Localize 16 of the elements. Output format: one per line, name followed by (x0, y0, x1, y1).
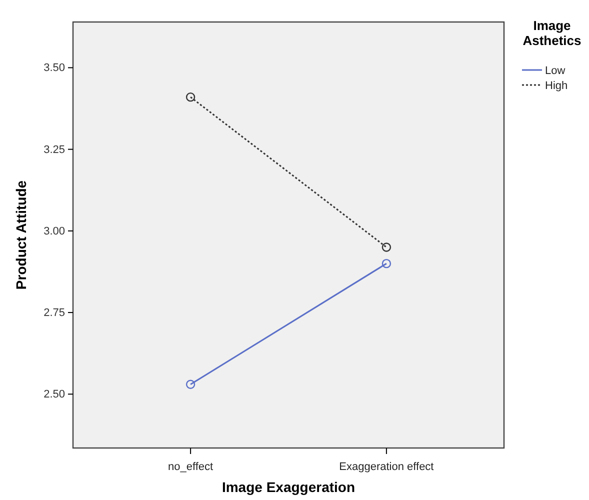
point (186, 92, 196, 102)
y-tick-label: 2.75 (44, 307, 65, 320)
y-tick-label: 3.00 (44, 225, 65, 238)
x-tick-label: Exaggeration effect (339, 461, 434, 474)
legend-title: Image Asthetics (522, 18, 582, 48)
x-tick-label: no_effect (168, 461, 214, 474)
point (382, 258, 392, 268)
point (382, 242, 392, 252)
y-tick-label: 3.50 (44, 62, 65, 74)
x-axis-title: Image Exaggeration (222, 479, 356, 495)
y-tick-label: 2.50 (44, 388, 65, 401)
y-axis-title: Product Attitude (13, 180, 29, 290)
point (186, 380, 196, 389)
y-tick-label: 3.25 (44, 144, 65, 156)
legend-label: Low (545, 65, 566, 77)
legend-label: High (545, 80, 568, 92)
